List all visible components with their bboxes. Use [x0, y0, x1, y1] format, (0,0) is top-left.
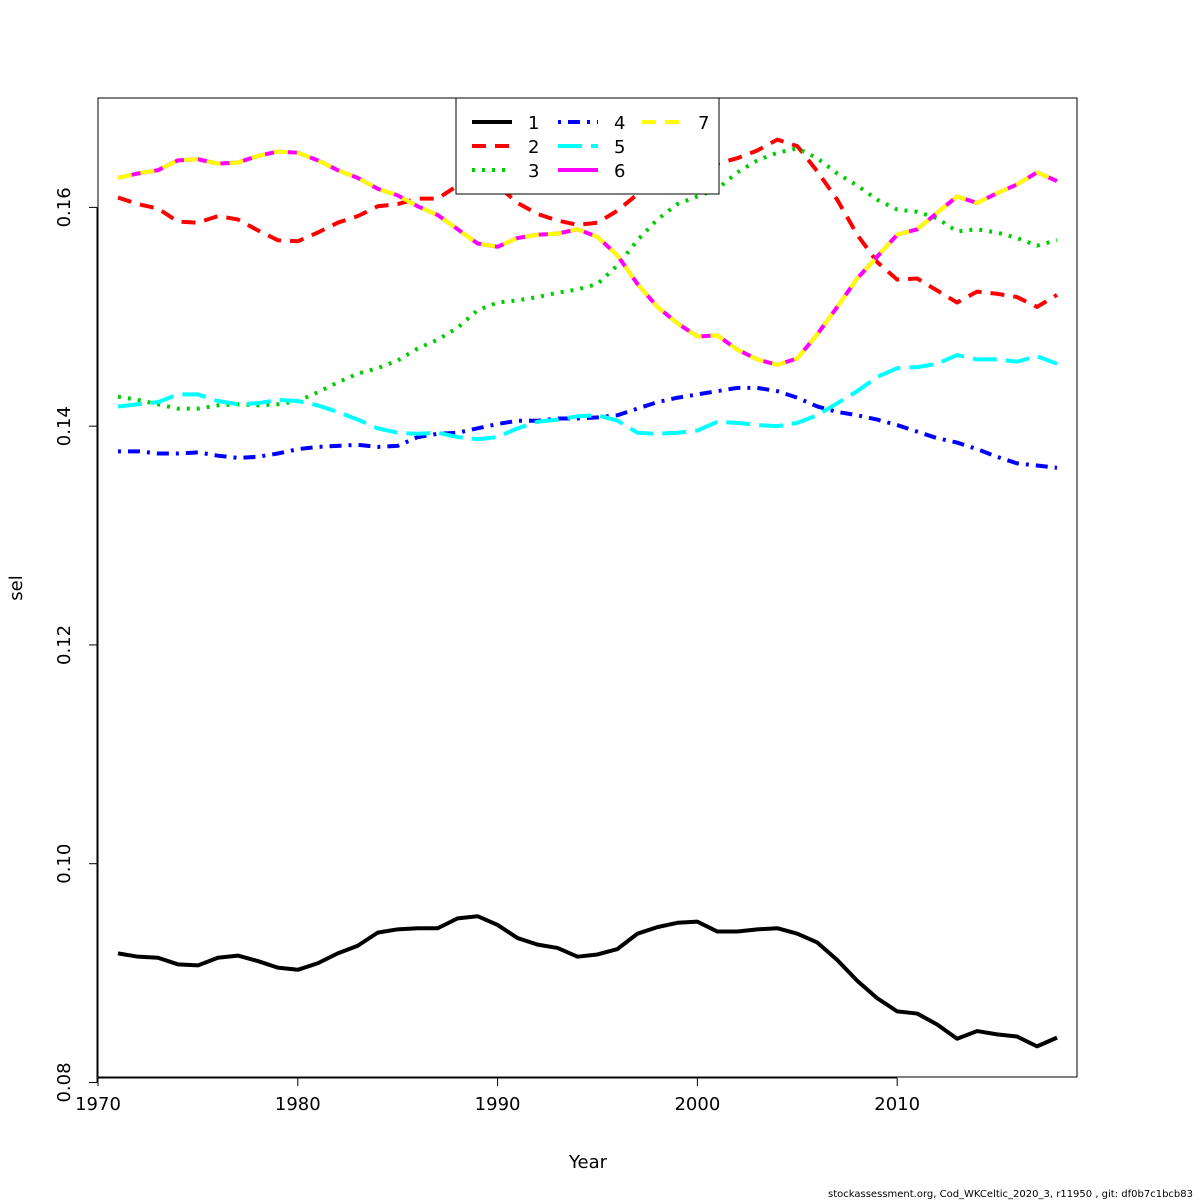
y-axis: 0.08 0.10 0.12 0.14 0.16: [54, 187, 98, 1103]
y-axis-label: sel: [6, 575, 27, 600]
x-tick-label: 2010: [874, 1094, 920, 1115]
series-line-2: [117, 137, 1059, 309]
plot-frame: [97, 97, 1078, 1078]
y-tick-label: 0.12: [54, 625, 75, 665]
series-line-1: [117, 914, 1058, 1049]
legend-label-3: 3: [528, 161, 539, 182]
legend-label-2: 2: [528, 137, 539, 158]
legend-label-7: 7: [698, 113, 709, 134]
x-tick-label: 1990: [475, 1094, 521, 1115]
legend: 1 2 3 4 5 6 7: [455, 97, 720, 195]
x-axis: 1970 1980 1990 2000 2010: [75, 1077, 920, 1115]
x-tick-label: 2000: [674, 1094, 720, 1115]
legend-label-4: 4: [614, 113, 625, 134]
y-tick-label: 0.10: [54, 844, 75, 884]
y-tick-label: 0.16: [54, 187, 75, 227]
x-tick-label: 1970: [75, 1094, 121, 1115]
legend-label-6: 6: [614, 161, 625, 182]
legend-label-5: 5: [614, 137, 625, 158]
series-line-5: [117, 353, 1058, 442]
series-layer: [117, 137, 1059, 1049]
legend-label-1: 1: [528, 113, 539, 134]
x-axis-label: Year: [568, 1152, 608, 1173]
x-tick-label: 1980: [275, 1094, 321, 1115]
footer-text: stockassessment.org, Cod_WKCeltic_2020_3…: [828, 1189, 1193, 1200]
y-tick-label: 0.08: [54, 1062, 75, 1102]
series-line-7: [117, 149, 1058, 367]
series-line-4: [117, 385, 1058, 470]
y-tick-label: 0.14: [54, 406, 75, 446]
